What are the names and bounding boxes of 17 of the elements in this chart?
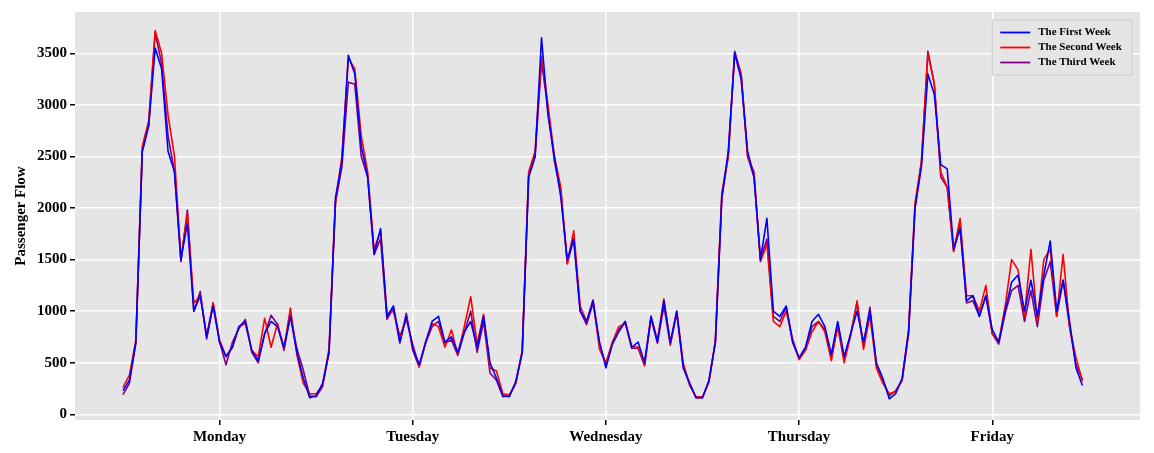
y-tick-label: 3500 xyxy=(37,44,67,61)
y-tick-label: 2000 xyxy=(37,198,67,215)
y-tick-label: 3000 xyxy=(37,95,67,112)
legend-label: The Third Week xyxy=(1038,55,1117,68)
legend-label: The First Week xyxy=(1038,25,1112,38)
y-tick-label: 500 xyxy=(44,353,67,370)
x-tick-label: Thursday xyxy=(767,427,831,444)
x-tick-label: Friday xyxy=(970,427,1015,444)
y-tick-label: 1500 xyxy=(37,250,67,267)
y-tick-label: 0 xyxy=(59,405,67,422)
x-tick-label: Wednesday xyxy=(569,427,644,444)
x-tick-label: Monday xyxy=(192,427,247,444)
x-tick-label: Tuesday xyxy=(386,427,440,444)
y-axis-title: Passenger Flow xyxy=(11,166,28,266)
legend-label: The Second Week xyxy=(1038,40,1123,53)
y-tick-label: 2500 xyxy=(37,147,67,164)
y-tick-label: 1000 xyxy=(37,302,67,319)
